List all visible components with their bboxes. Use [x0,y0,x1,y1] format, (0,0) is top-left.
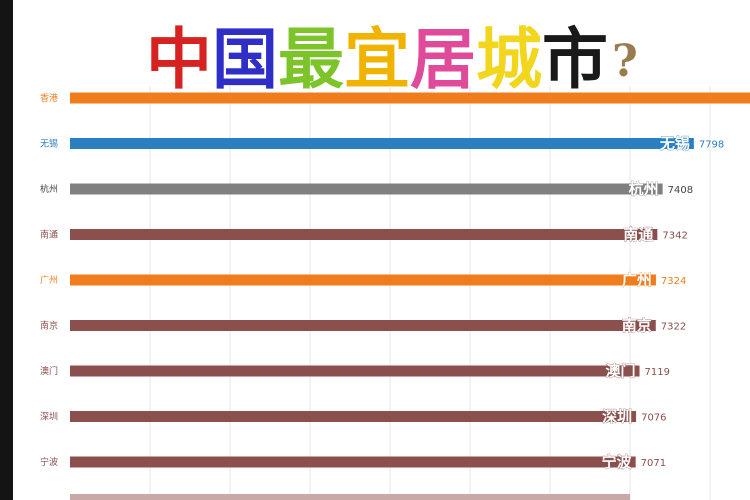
bar-inside-label: 澳门 [606,362,636,380]
bar-inside-label: 杭州 [629,180,659,198]
bar-partial-bottom [70,494,630,500]
value-label: 7071 [641,458,666,469]
chart-title: 中国最宜居城市? [146,16,638,92]
title-char: 中 [146,20,212,98]
bar-inside-label: 广州 [622,271,652,289]
category-label: 宁波 [40,456,58,468]
category-label: 杭州 [40,183,58,195]
category-label: 香港 [40,92,58,104]
value-label: 7076 [641,413,666,424]
value-label: 7119 [645,367,670,378]
bar-inside-label: 宁波 [602,453,633,471]
bar [70,92,750,104]
category-label: 无锡 [40,139,58,150]
value-label: 7324 [661,276,686,287]
bar [70,365,640,377]
title-char: 宜 [344,20,410,98]
bar [70,320,656,331]
title-question-mark: ? [612,36,638,87]
bar-inside-label: 无锡 [659,135,690,153]
value-label: 7342 [662,231,687,242]
value-label: 7798 [699,140,724,151]
left-dark-strip [0,0,13,500]
value-label: 7408 [668,185,693,196]
title-char: 城 [476,20,542,98]
title-char: 市 [542,20,608,98]
title-char: 居 [410,20,476,98]
value-label: 7322 [661,322,686,333]
category-label: 南京 [40,320,58,332]
bar [70,456,636,468]
bar-inside-label: 深圳 [602,408,632,426]
category-label: 广州 [40,274,58,286]
category-label: 南通 [40,229,58,241]
bar [70,138,694,149]
title-char: 国 [212,20,278,98]
bar [70,411,637,422]
bar [70,183,663,195]
bar [70,274,656,286]
category-label: 澳门 [40,365,58,377]
bar [70,229,658,240]
category-label: 深圳 [40,412,58,423]
title-char: 最 [278,20,344,98]
bar-inside-label: 南通 [623,226,653,244]
bar-inside-label: 南京 [622,317,652,335]
